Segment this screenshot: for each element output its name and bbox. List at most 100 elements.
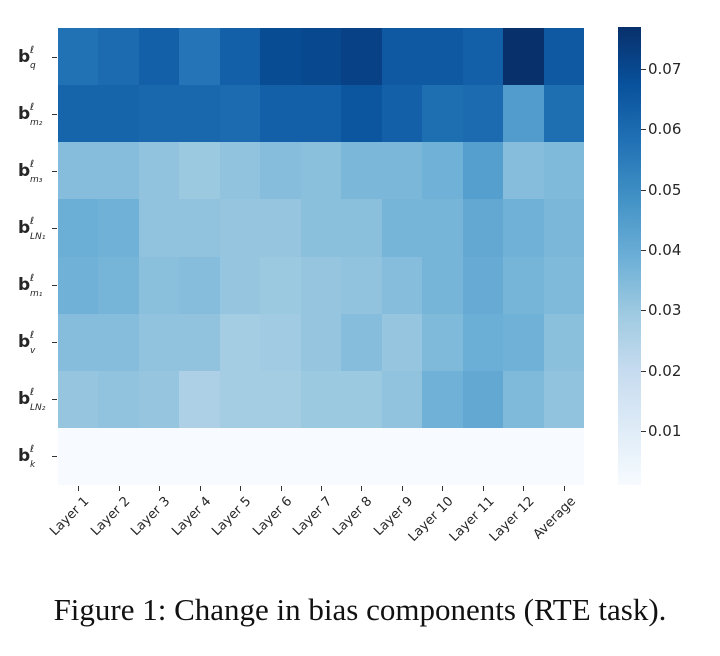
heatmap-cell bbox=[98, 370, 139, 428]
heatmap-cell bbox=[58, 142, 99, 200]
heatmap-cell bbox=[462, 256, 504, 314]
heatmap-cell bbox=[138, 256, 180, 314]
x-axis-label: Layer 5 bbox=[209, 494, 255, 540]
heatmap-cell bbox=[381, 313, 423, 371]
heatmap-cell bbox=[341, 142, 382, 200]
heatmap-cell bbox=[138, 370, 180, 428]
y-tick bbox=[52, 399, 57, 401]
figure-caption: Figure 1: Change in bias components (RTE… bbox=[53, 592, 667, 627]
colorbar-tick-label: 0.06 bbox=[648, 120, 682, 139]
heatmap-cell bbox=[98, 28, 139, 86]
heatmap-cell bbox=[179, 370, 220, 428]
y-label-subscript: q bbox=[30, 60, 36, 71]
heatmap-cell bbox=[179, 313, 220, 371]
heatmap-cell bbox=[503, 28, 544, 86]
heatmap-cell bbox=[300, 313, 342, 371]
y-tick bbox=[52, 456, 57, 458]
y-label-subscript: m₂ bbox=[30, 117, 43, 128]
heatmap-cell bbox=[219, 370, 261, 428]
y-tick bbox=[52, 170, 57, 172]
heatmap-cell bbox=[543, 370, 584, 428]
colorbar-tick-label: 0.03 bbox=[648, 301, 682, 320]
heatmap-cell bbox=[300, 370, 342, 428]
heatmap-cell bbox=[300, 28, 342, 86]
heatmap-cell bbox=[381, 427, 423, 485]
heatmap-cell bbox=[543, 142, 584, 200]
colorbar-tick bbox=[641, 310, 646, 312]
heatmap-cell bbox=[341, 85, 382, 143]
heatmap-cell bbox=[179, 142, 220, 200]
heatmap-cell bbox=[381, 199, 423, 257]
y-label-superscript: ℓ bbox=[30, 330, 35, 342]
y-label-superscript: ℓ bbox=[30, 215, 35, 227]
colorbar-tick bbox=[641, 249, 646, 251]
heatmap-cell bbox=[58, 313, 99, 371]
heatmap-cell bbox=[503, 142, 544, 200]
heatmap-cell bbox=[260, 142, 301, 200]
heatmap-cell bbox=[58, 85, 99, 143]
heatmap-cell bbox=[138, 28, 180, 86]
y-label-subscript: LN₂ bbox=[30, 403, 46, 414]
heatmap-cell bbox=[98, 256, 139, 314]
y-tick bbox=[52, 56, 57, 58]
y-label-base: b bbox=[18, 275, 31, 296]
heatmap-cell bbox=[219, 199, 261, 257]
heatmap-cell bbox=[543, 313, 584, 371]
x-axis-label: Layer 6 bbox=[249, 494, 295, 540]
heatmap-cell bbox=[543, 256, 584, 314]
x-tick bbox=[563, 486, 565, 491]
heatmap-cell bbox=[341, 199, 382, 257]
y-label-superscript: ℓ bbox=[30, 444, 35, 456]
y-label-superscript: ℓ bbox=[30, 101, 35, 113]
heatmap-cell bbox=[503, 313, 544, 371]
heatmap-cell bbox=[422, 85, 463, 143]
heatmap-cell bbox=[98, 427, 139, 485]
colorbar-tick-label: 0.05 bbox=[648, 180, 682, 199]
y-label-superscript: ℓ bbox=[30, 158, 35, 170]
x-axis-label: Layer 4 bbox=[168, 494, 214, 540]
heatmap-cell bbox=[300, 142, 342, 200]
heatmap-cell bbox=[300, 199, 342, 257]
y-label-subscript: m₃ bbox=[30, 174, 43, 185]
colorbar-tick bbox=[641, 370, 646, 372]
heatmap-cell bbox=[98, 199, 139, 257]
x-tick bbox=[78, 486, 80, 491]
x-axis-label: Layer 8 bbox=[330, 494, 376, 540]
x-tick bbox=[482, 486, 484, 491]
y-axis-label: b ℓ m₁ bbox=[18, 273, 42, 299]
heatmap-cell bbox=[58, 256, 99, 314]
colorbar-tick-label: 0.07 bbox=[648, 60, 682, 79]
heatmap-cell bbox=[179, 85, 220, 143]
heatmap-cell bbox=[300, 85, 342, 143]
x-tick bbox=[199, 486, 201, 491]
heatmap-cell bbox=[260, 28, 301, 86]
y-label-base: b bbox=[18, 217, 31, 238]
heatmap-cell bbox=[462, 313, 504, 371]
heatmap-cell bbox=[138, 199, 180, 257]
heatmap-cell bbox=[543, 199, 584, 257]
colorbar-tick bbox=[641, 129, 646, 131]
heatmap-cell bbox=[503, 85, 544, 143]
y-axis-label: b ℓ LN₂ bbox=[18, 387, 45, 413]
heatmap-cell bbox=[462, 427, 504, 485]
heatmap-cell bbox=[462, 28, 504, 86]
heatmap-cell bbox=[179, 199, 220, 257]
heatmap-cell bbox=[341, 28, 382, 86]
y-label-subscript: LN₁ bbox=[30, 231, 46, 242]
y-tick bbox=[52, 285, 57, 287]
y-label-base: b bbox=[18, 103, 31, 124]
heatmap-cell bbox=[503, 427, 544, 485]
heatmap-cell bbox=[422, 370, 463, 428]
heatmap-cell bbox=[138, 85, 180, 143]
heatmap-cell bbox=[462, 142, 504, 200]
y-label-superscript: ℓ bbox=[30, 273, 35, 285]
heatmap-cell bbox=[381, 85, 423, 143]
heatmap-cell bbox=[138, 142, 180, 200]
y-tick bbox=[52, 227, 57, 229]
y-axis-label: b ℓ m₂ bbox=[18, 102, 42, 128]
colorbar-tick-label: 0.02 bbox=[648, 361, 682, 380]
heatmap-cell bbox=[381, 142, 423, 200]
x-axis-label: Layer 3 bbox=[128, 494, 174, 540]
